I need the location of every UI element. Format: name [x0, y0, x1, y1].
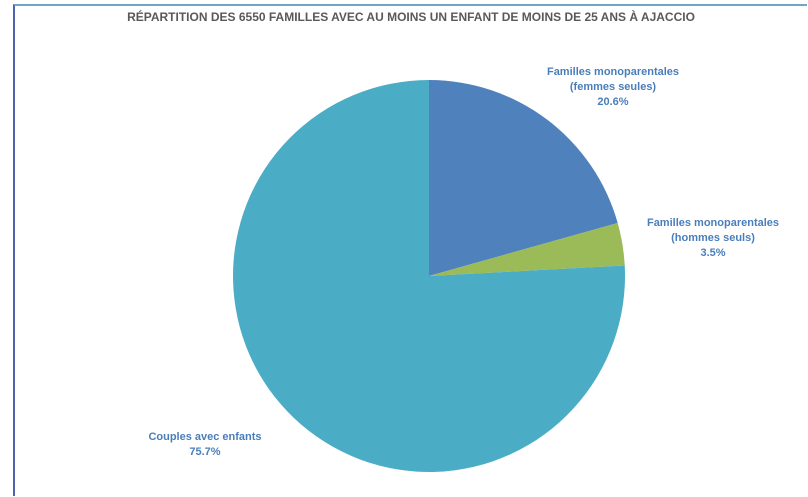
- data-label: Couples avec enfants 75.7%: [130, 430, 280, 460]
- chart-frame: [13, 4, 807, 496]
- label-name: Familles monoparentales (femmes seules): [546, 66, 680, 93]
- label-value: 20.6%: [597, 96, 629, 108]
- chart-title: RÉPARTITION DES 6550 FAMILLES AVEC AU MO…: [127, 10, 695, 24]
- label-name: Couples avec enfants: [148, 431, 262, 443]
- label-name: Familles monoparentales (hommes seuls): [646, 217, 780, 244]
- label-value: 3.5%: [700, 247, 726, 259]
- pie-slice: [429, 80, 618, 276]
- pie-slice: [233, 80, 625, 472]
- label-value: 75.7%: [189, 446, 221, 458]
- data-label: Familles monoparentales (femmes seules) 2…: [538, 65, 688, 110]
- pie-slice: [429, 222, 625, 276]
- data-label: Familles monoparentales (hommes seuls) 3.…: [628, 216, 798, 261]
